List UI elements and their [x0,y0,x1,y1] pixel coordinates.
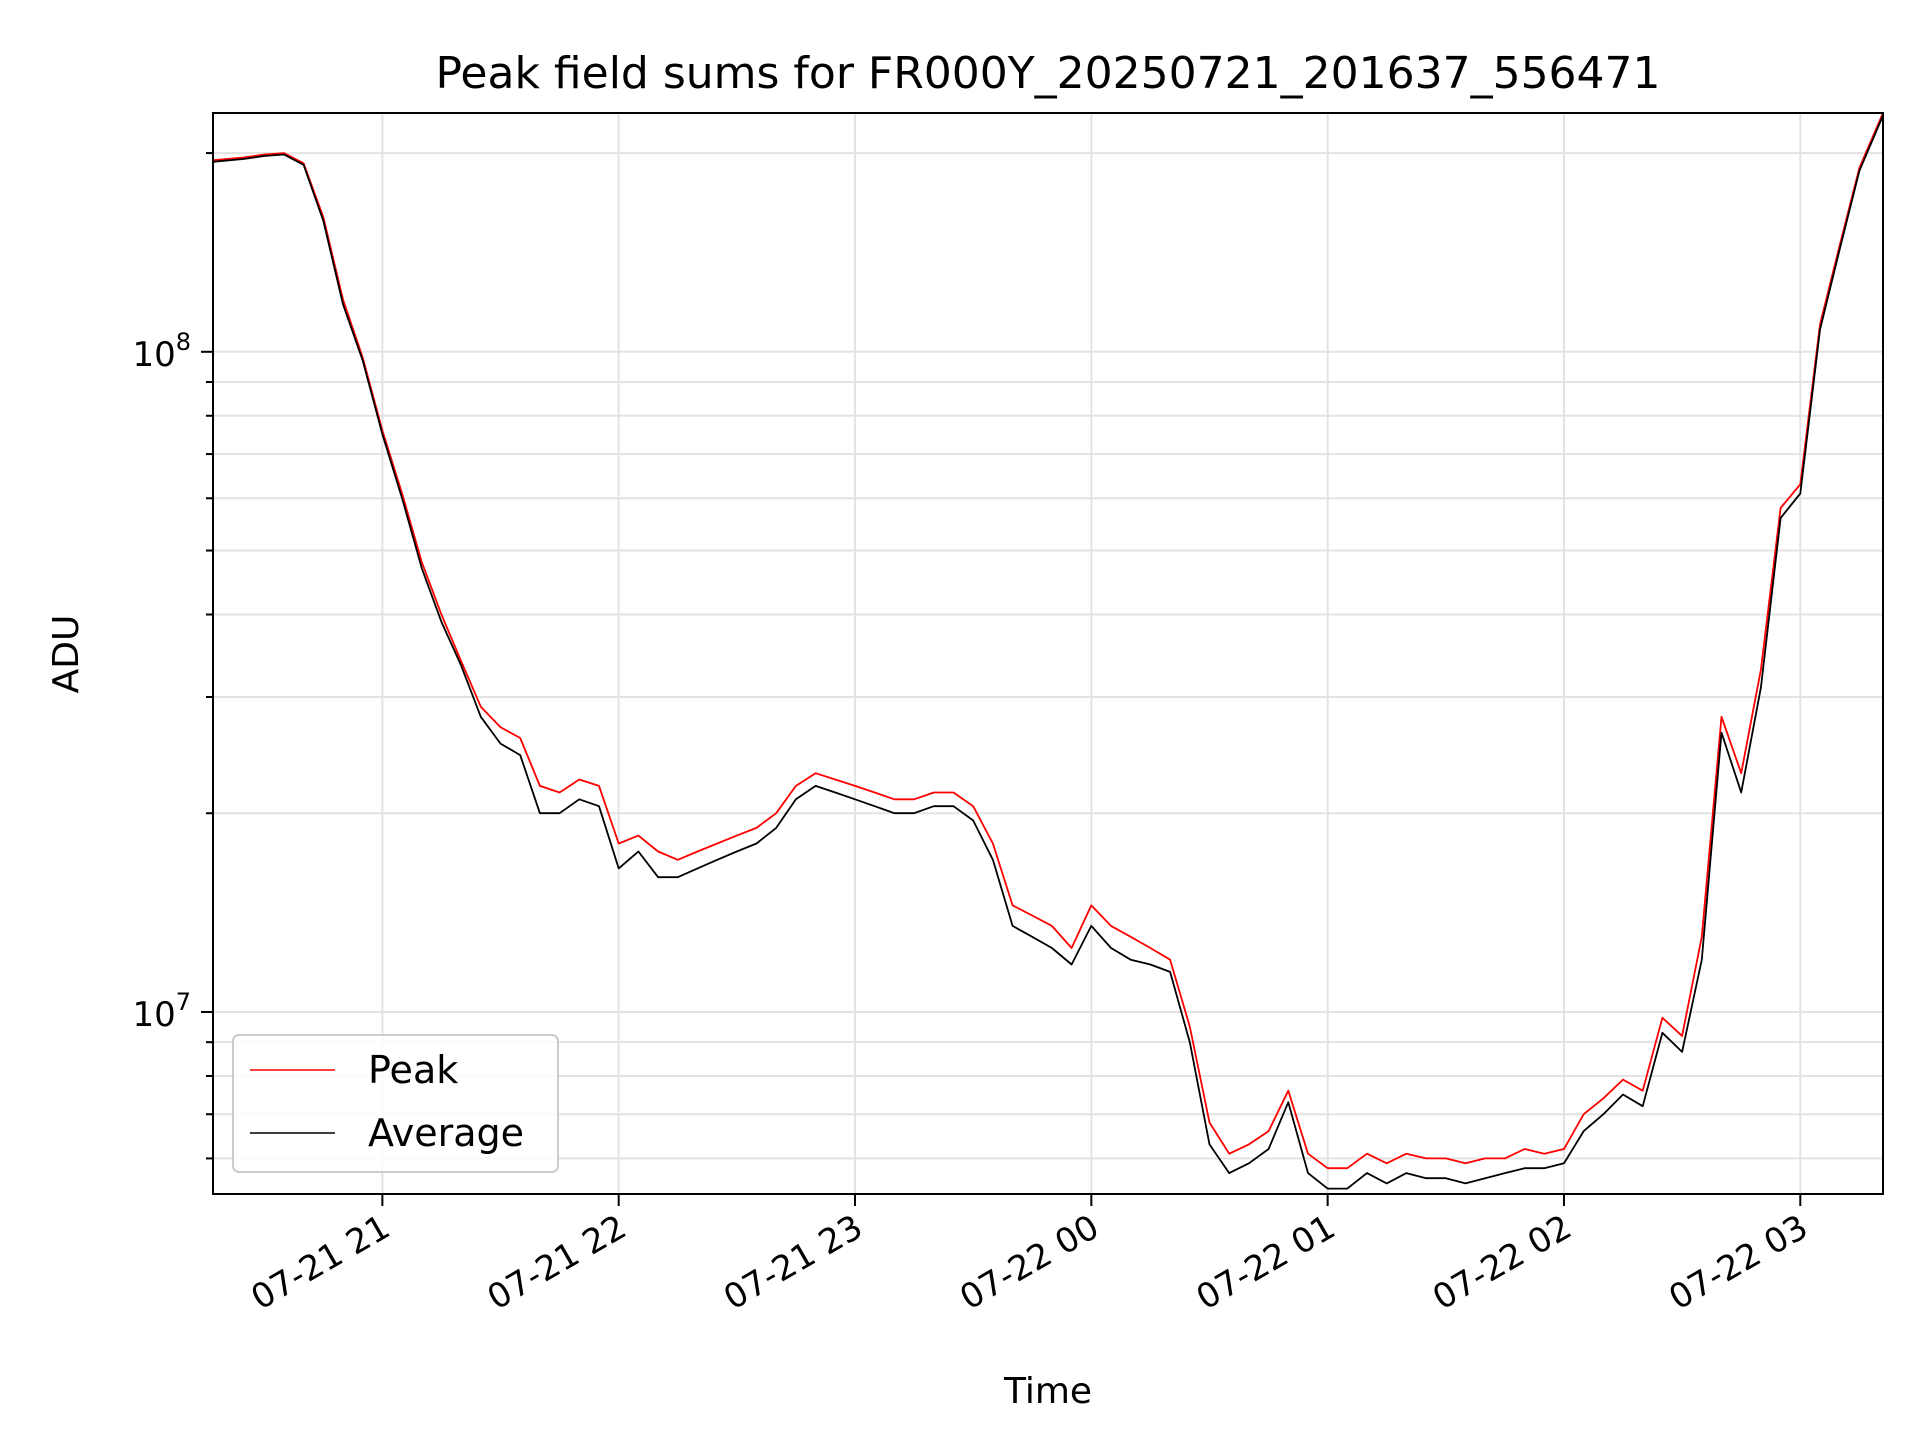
x-axis-label: Time [1003,1371,1092,1412]
legend: Peak Average [232,1034,559,1173]
legend-label-peak: Peak [368,1048,458,1092]
legend-label-average: Average [368,1111,524,1155]
y-axis-label: ADU [46,615,87,694]
series-layer [212,112,1884,1190]
series-line-peak [212,112,1884,1170]
chart-title: Peak field sums for FR000Y_20250721_2016… [435,48,1660,99]
y-tick-label: 107 [132,988,191,1035]
series-line-average [212,115,1884,1190]
y-tick-label: 108 [132,328,191,375]
plot-area-frame [212,112,1884,1195]
y-axis: 107 108 [132,152,213,1160]
